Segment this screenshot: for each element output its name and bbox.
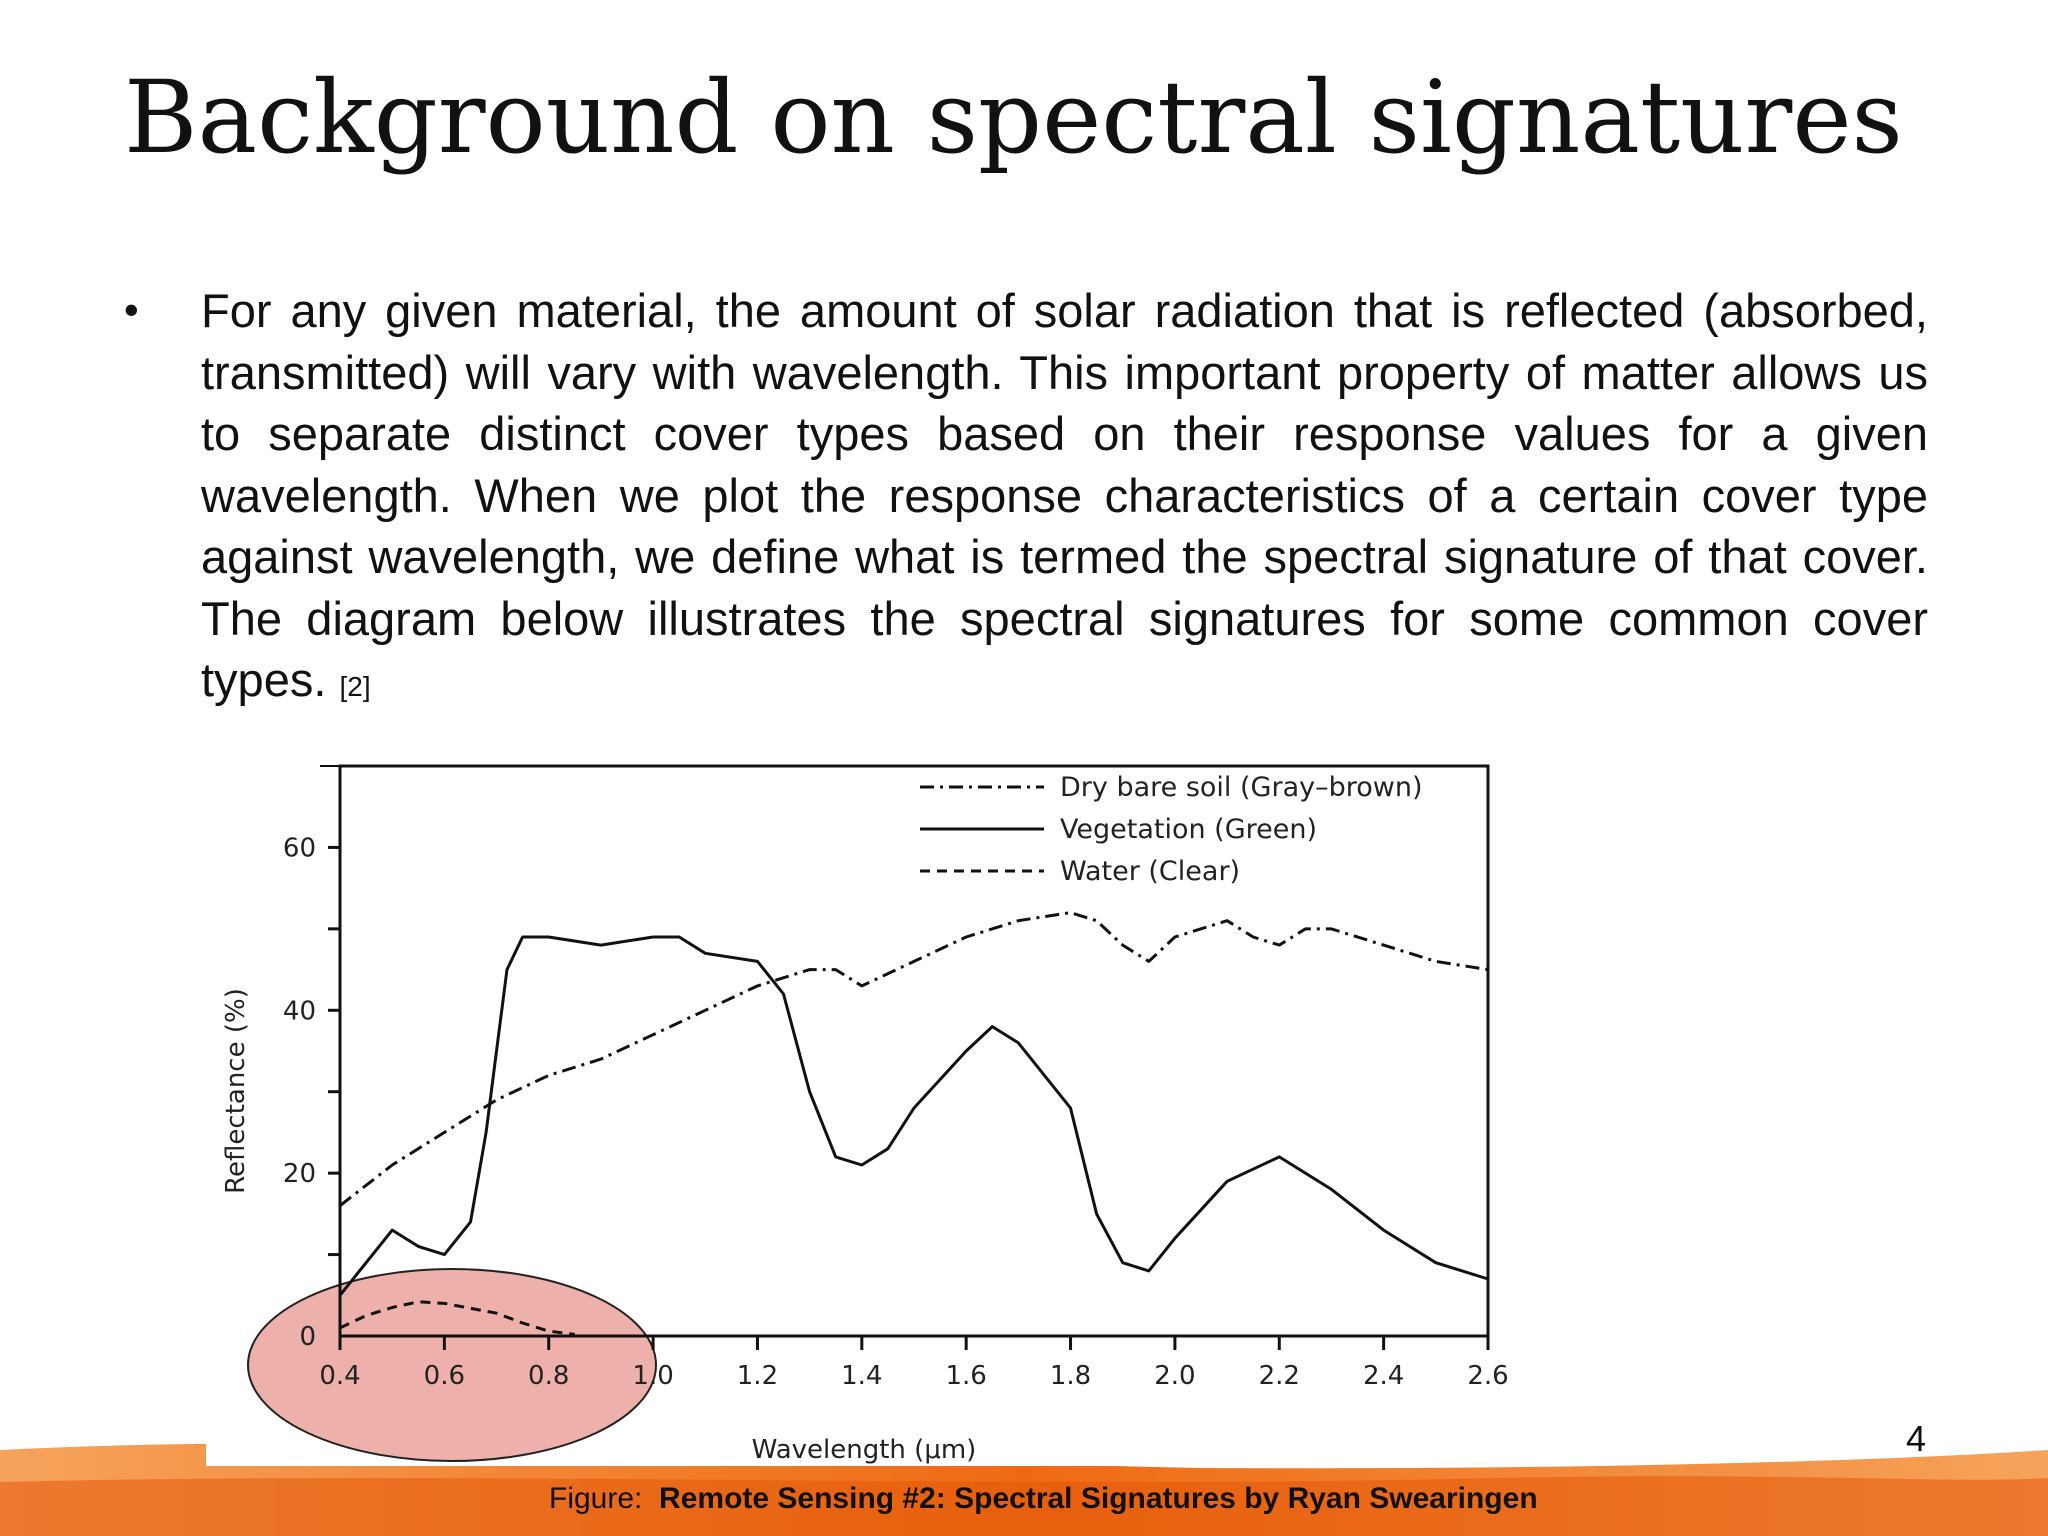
page-number: 4: [1906, 1418, 1927, 1459]
x-tick-label: 1.8: [1050, 1361, 1091, 1391]
y-axis-label: Reflectance (%): [221, 988, 251, 1194]
reference-marker: [2]: [339, 671, 371, 702]
x-tick-label: 2.6: [1467, 1361, 1508, 1391]
x-tick-label: 2.0: [1154, 1361, 1195, 1391]
x-tick-label: 2.4: [1363, 1361, 1404, 1391]
series-line-dashed: [339, 1300, 575, 1336]
legend-label: Vegetation (Green): [1060, 814, 1317, 845]
y-tick-label: 0: [299, 1322, 316, 1352]
legend-label: Dry bare soil (Gray–brown): [1060, 772, 1422, 803]
x-tick-label: 0.6: [424, 1361, 465, 1391]
caption-title: Remote Sensing #2: Spectral Signatures b…: [659, 1482, 1538, 1515]
spectral-signature-chart: 0 20 40 60 0.4 0.6 0.8 1.0 1.2 1.4 1.6 1.8 2.0 2.2 2.4…: [221, 764, 1509, 1465]
x-tick-label: 2.2: [1259, 1361, 1300, 1391]
y-tick-label: 60: [283, 833, 316, 863]
slide-title: Background on spectral signatures: [124, 59, 1903, 176]
x-tick-label: 1.4: [841, 1361, 882, 1391]
y-tick-label: 40: [283, 996, 316, 1026]
bullet-marker: •: [124, 286, 139, 333]
x-tick-label: 1.6: [946, 1361, 987, 1391]
figure-panel: 0 20 40 60 0.4 0.6 0.8 1.0 1.2 1.4 1.6 1.8 2.0 2.2 2.4…: [206, 746, 1530, 1466]
caption-prefix: Figure:: [549, 1482, 643, 1515]
figure-caption: Figure: Remote Sensing #2: Spectral Sign…: [549, 1482, 1538, 1516]
highlight-ellipse: [247, 1268, 657, 1462]
bullet-paragraph: For any given material, the amount of so…: [201, 280, 1928, 718]
y-tick-label: 20: [283, 1159, 316, 1189]
legend-label: Water (Clear): [1060, 856, 1240, 887]
series-line-solid: [338, 935, 1489, 1297]
bullet-text: For any given material, the amount of so…: [201, 284, 1928, 706]
bottom-orange-band: [0, 1443, 2048, 1536]
x-tick-label: 1.2: [737, 1361, 778, 1391]
x-tick-label: 0.8: [528, 1361, 569, 1391]
plot-frame: [338, 764, 1490, 1338]
x-tick-label: 1.0: [632, 1361, 673, 1391]
x-tick-label: 0.4: [319, 1361, 360, 1391]
x-axis-label: Wavelength (μm): [752, 1435, 977, 1465]
series-line-dash-dot: [339, 911, 1489, 1207]
